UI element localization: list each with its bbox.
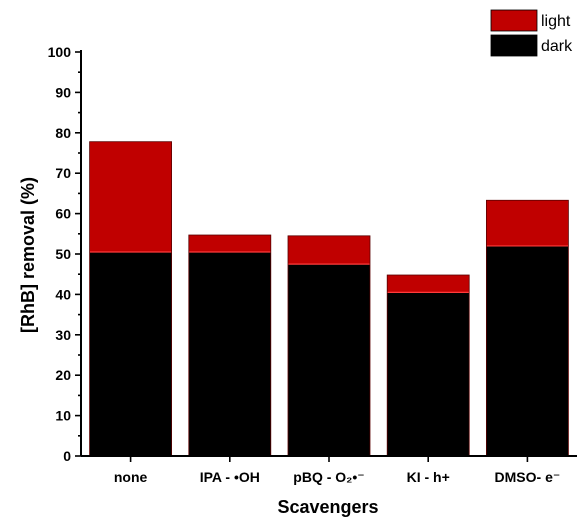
y-tick-label-8: 80 [55,125,71,141]
y-tick-label-1: 10 [55,408,71,424]
y-tick-label-3: 30 [55,327,71,343]
y-tick-label-4: 40 [55,286,71,302]
x-tick-label-0: none [114,469,148,485]
legend-label-light: light [541,13,571,30]
bar-light-3 [387,275,470,293]
y-tick-label-2: 20 [55,367,71,383]
x-tick-label-1: IPA - •OH [200,469,260,485]
x-axis-title: Scavengers [277,497,378,517]
bar-light-1 [188,235,271,252]
x-tick-label-2: pBQ - O₂•⁻ [293,469,364,485]
bar-light-2 [288,235,370,265]
y-tick-label-9: 90 [55,84,71,100]
legend: light dark [490,9,573,57]
bar-dark-3 [387,292,470,456]
x-tick-label-3: KI - h+ [407,469,450,485]
legend-label-dark: dark [541,38,573,55]
bars-group [89,141,569,457]
x-ticks-group: none IPA - •OH pBQ - O₂•⁻ KI - h+ DMSO- e⁻ [114,456,560,485]
y-axis-title: [RhB] removal (%) [18,177,38,333]
bar-light-4 [486,200,569,246]
legend-swatch-dark [490,34,538,57]
y-tick-label-10: 100 [48,44,72,60]
y-tick-label-7: 70 [55,165,71,181]
bar-dark-2 [288,264,370,456]
x-tick-label-4: DMSO- e⁻ [495,469,561,485]
bar-dark-4 [486,245,569,456]
y-ticks-group: 0 10 20 30 40 50 60 70 80 90 100 [48,44,81,464]
y-tick-label-0: 0 [63,448,71,464]
y-tick-label-6: 60 [55,206,71,222]
bar-light-0 [89,141,172,252]
legend-swatch-light [490,9,538,32]
y-tick-label-5: 50 [55,246,71,262]
bar-dark-1 [188,251,271,456]
bar-dark-0 [89,251,172,456]
